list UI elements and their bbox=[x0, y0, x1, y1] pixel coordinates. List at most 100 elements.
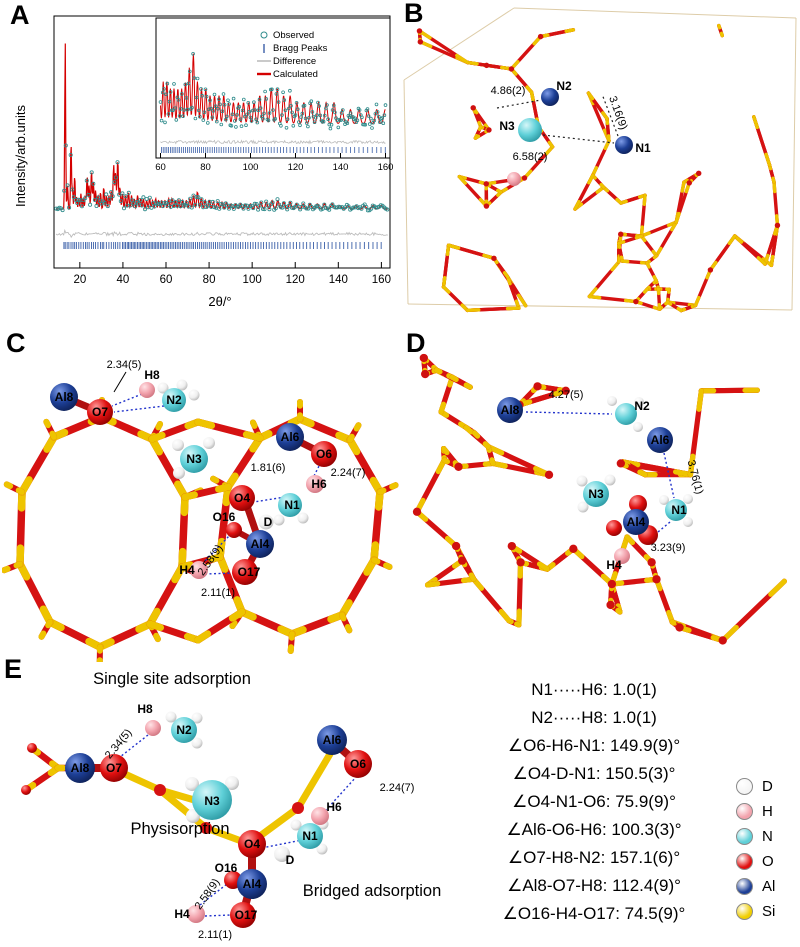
o-atom bbox=[629, 495, 647, 513]
h-atom bbox=[290, 819, 302, 831]
h-atom bbox=[316, 843, 328, 855]
d-atom bbox=[258, 514, 274, 530]
o4-atom bbox=[229, 485, 255, 511]
atom-label-al6: Al6 bbox=[281, 430, 300, 444]
o17-atom bbox=[230, 902, 256, 928]
distance-label: 1.81(6) bbox=[251, 462, 286, 474]
distance-label: 3.16(9) bbox=[606, 95, 629, 132]
legend-difference: Difference bbox=[273, 56, 316, 67]
legend-row: D bbox=[736, 774, 775, 799]
o6-atom bbox=[344, 750, 372, 778]
panel-a-label: A bbox=[10, 0, 30, 30]
hbond-n2-o7 bbox=[113, 405, 165, 413]
x-tick-label: 80 bbox=[203, 274, 216, 286]
n1-atom bbox=[615, 136, 633, 154]
bond-measurement-list: N1·····H6: 1.0(1) N2·····H8: 1.0(1) ∠O6-H6… bbox=[468, 676, 720, 928]
atom-label-n3: N3 bbox=[204, 794, 220, 808]
h-atom bbox=[191, 737, 203, 749]
legend-calculated: Calculated bbox=[273, 69, 318, 80]
caption-single-site: Single site adsorption bbox=[93, 670, 251, 688]
atom-label-o6: O6 bbox=[316, 447, 332, 461]
x-tick-label: 20 bbox=[73, 274, 86, 286]
panel-c-label: C bbox=[6, 328, 26, 358]
atom-label-o7: O7 bbox=[106, 761, 122, 775]
h-atom bbox=[173, 467, 185, 479]
atom-label-o16: O16 bbox=[215, 861, 238, 875]
h-atom bbox=[576, 475, 588, 487]
hbond-n1-o4 bbox=[253, 496, 286, 503]
o17-atom bbox=[232, 559, 258, 585]
atom-color-legend: D H N O Al Si bbox=[736, 774, 775, 924]
panel-b-structure: N2 N3 N1 4.86(2) 3.16(9) 6.58(2) bbox=[403, 7, 797, 313]
distance-label: 4.27(5) bbox=[549, 389, 584, 401]
atom-label-n3: N3 bbox=[588, 487, 604, 501]
h6-atom bbox=[306, 475, 324, 493]
adsorbed-molecules: Al8 N2 Al6 N3 Al4 N1 H4 4.27(5) 3.76(1) … bbox=[497, 389, 705, 572]
inset-x-tick-label: 60 bbox=[155, 162, 166, 173]
atom-label-o4: O4 bbox=[244, 837, 260, 851]
legend-row: O bbox=[736, 849, 775, 874]
h-atom bbox=[297, 512, 309, 524]
distance-label: 6.58(2) bbox=[513, 151, 548, 163]
atom-label-al4: Al4 bbox=[627, 515, 646, 529]
legend-row: N bbox=[736, 824, 775, 849]
legend-observed: Observed bbox=[273, 30, 314, 41]
atom-label-h6: H6 bbox=[311, 477, 327, 491]
o4-atom bbox=[238, 830, 266, 858]
unit-cell-outline bbox=[403, 7, 797, 311]
atom-label-al8: Al8 bbox=[55, 390, 74, 404]
h4-atom bbox=[190, 561, 208, 579]
legend-symbol: D bbox=[762, 778, 773, 795]
h-atom bbox=[507, 172, 521, 186]
h-atom bbox=[176, 379, 188, 391]
zeolite-framework bbox=[416, 23, 781, 313]
h-atom bbox=[191, 712, 203, 724]
h-atom bbox=[683, 494, 693, 504]
atom-label-d: D bbox=[286, 853, 295, 867]
atom-label-al8: Al8 bbox=[501, 403, 520, 417]
distance-label: 2.58(9) bbox=[193, 877, 223, 912]
distance-label: 2.11(1) bbox=[198, 929, 232, 941]
legend-sphere-icon bbox=[736, 903, 753, 920]
measurement-line: ∠Al6-O6-H6: 100.3(3)° bbox=[506, 820, 682, 839]
o7-atom bbox=[87, 399, 113, 425]
atom-label-h8: H8 bbox=[137, 702, 153, 716]
hbond-h4-o16 bbox=[199, 883, 228, 906]
measurement-line: ∠O6-H6-N1: 149.9(9)° bbox=[507, 736, 681, 755]
al4-atom bbox=[237, 869, 267, 899]
h-atom bbox=[185, 777, 199, 791]
atom-label-al4: Al4 bbox=[243, 877, 262, 891]
legend-row: Al bbox=[736, 874, 775, 899]
al8-atom bbox=[497, 397, 523, 423]
atom-label-h8: H8 bbox=[144, 368, 160, 382]
panel-e-label: E bbox=[4, 654, 23, 684]
hbond-h4-o17 bbox=[204, 572, 236, 575]
xrd-chart: 20 40 60 80 100 120 140 160 60 80 100 120 140 160 Obs… bbox=[14, 15, 393, 309]
atom-label-n1: N1 bbox=[302, 829, 318, 843]
distance-line bbox=[525, 411, 613, 415]
h-atom bbox=[225, 776, 239, 790]
legend-bragg-peaks: Bragg Peaks bbox=[273, 43, 328, 54]
al8-atom bbox=[65, 753, 95, 783]
al4-atom bbox=[623, 509, 649, 535]
legend-sphere-icon bbox=[736, 803, 753, 820]
inset-x-tick-label: 100 bbox=[243, 162, 259, 173]
atom-label-al4: Al4 bbox=[251, 537, 270, 551]
atom-label-n1: N1 bbox=[284, 498, 300, 512]
legend-symbol: O bbox=[762, 853, 774, 870]
hbond-h4-o17 bbox=[204, 914, 232, 917]
measurement-line: ∠O4-D-N1: 150.5(3)° bbox=[512, 764, 676, 783]
legend-sphere-icon bbox=[736, 878, 753, 895]
x-tick-label: 160 bbox=[372, 274, 391, 286]
legend-symbol: H bbox=[762, 803, 773, 820]
h-atom bbox=[683, 517, 693, 527]
legend-sphere-icon bbox=[736, 828, 753, 845]
distance-label: 2.34(5) bbox=[107, 359, 142, 371]
x-tick-label: 60 bbox=[160, 274, 173, 286]
panel-c-structure: Al8 O7 H8 N2 N3 Al6 O6 O4 N1 H6 D O16 Al… bbox=[2, 359, 399, 662]
h4-atom bbox=[187, 905, 205, 923]
x-tick-label: 100 bbox=[243, 274, 262, 286]
al4-atom bbox=[246, 530, 274, 558]
chart-legend: Observed Bragg Peaks Difference Calculat… bbox=[257, 30, 328, 80]
measurement-line: N1·····H6: 1.0(1) bbox=[531, 680, 657, 699]
